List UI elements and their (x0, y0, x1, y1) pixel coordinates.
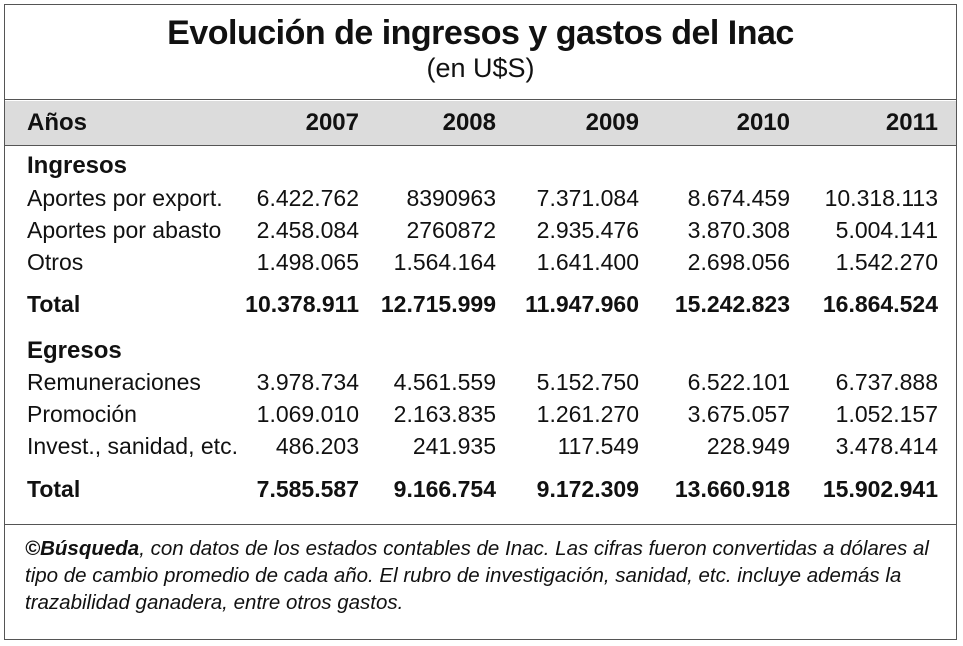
table-cell: 1.261.270 (536, 401, 639, 427)
section-heading-row: Ingresos (5, 151, 956, 181)
total-row-egresos: Total 7.585.587 9.166.754 9.172.309 13.6… (5, 474, 956, 504)
section-heading-row: Egresos (5, 336, 956, 366)
table-cell: 2.458.084 (256, 217, 359, 243)
table-cell: 6.737.888 (835, 369, 938, 395)
header-row: Años 2007 2008 2009 2010 2011 (5, 101, 956, 146)
table-row: Aportes por export. 6.422.762 8390963 7.… (5, 183, 956, 213)
header-year: 2008 (442, 109, 496, 136)
header-year: 2009 (585, 109, 639, 136)
table-row: Invest., sanidad, etc. 486.203 241.935 1… (5, 431, 956, 461)
total-cell: 12.715.999 (380, 291, 496, 317)
table-cell: 4.561.559 (393, 369, 496, 395)
total-label: Total (27, 476, 81, 502)
table-cell: 10.318.113 (824, 185, 938, 211)
table-cell: 5.004.141 (835, 217, 938, 243)
table-cell: 1.498.065 (256, 249, 359, 275)
table-cell: 3.478.414 (835, 433, 938, 459)
total-cell: 11.947.960 (525, 291, 639, 317)
total-label: Total (27, 291, 81, 317)
table-cell: 2.935.476 (536, 217, 639, 243)
table-row: Promoción 1.069.010 2.163.835 1.261.270 … (5, 399, 956, 429)
table-cell: 8.674.459 (687, 185, 790, 211)
section-heading-egresos: Egresos (27, 337, 122, 364)
table-frame: Evolución de ingresos y gastos del Inac … (4, 4, 957, 640)
table-cell: 3.978.734 (256, 369, 359, 395)
table-row: Aportes por abasto 2.458.084 2760872 2.9… (5, 215, 956, 245)
source-note-text: , con datos de los estados contables de … (25, 537, 929, 614)
total-cell: 10.378.911 (245, 291, 359, 317)
header-year: 2007 (305, 109, 359, 136)
table-cell: 117.549 (557, 433, 639, 459)
table-cell: 228.949 (706, 433, 790, 459)
table-cell: 241.935 (412, 433, 496, 459)
row-label: Otros (27, 249, 84, 275)
header-year: 2010 (736, 109, 790, 136)
total-cell: 9.166.754 (393, 476, 496, 502)
total-row-ingresos: Total 10.378.911 12.715.999 11.947.960 1… (5, 289, 956, 319)
table-cell: 3.870.308 (687, 217, 790, 243)
section-heading-ingresos: Ingresos (27, 152, 128, 179)
table-cell: 6.522.101 (687, 369, 790, 395)
table-cell: 1.069.010 (256, 401, 359, 427)
total-cell: 9.172.309 (536, 476, 639, 502)
row-label: Aportes por export. (27, 185, 223, 211)
source-credit: ©Búsqueda (25, 537, 140, 560)
total-cell: 13.660.918 (674, 476, 790, 502)
table-cell: 1.564.164 (393, 249, 496, 275)
table-cell: 486.203 (275, 433, 359, 459)
footer-divider (5, 524, 956, 525)
table-cell: 2.163.835 (393, 401, 496, 427)
total-cell: 7.585.587 (256, 476, 359, 502)
table-cell: 2760872 (406, 217, 496, 243)
page-title: Evolución de ingresos y gastos del Inac (167, 14, 794, 52)
table-cell: 5.152.750 (536, 369, 639, 395)
total-cell: 15.242.823 (674, 291, 790, 317)
table-cell: 1.052.157 (835, 401, 938, 427)
table-cell: 3.675.057 (687, 401, 790, 427)
table-cell: 1.641.400 (536, 249, 639, 275)
header-label: Años (27, 109, 87, 136)
row-label: Remuneraciones (27, 369, 201, 395)
row-label: Invest., sanidad, etc. (27, 433, 238, 459)
row-label: Aportes por abasto (27, 217, 222, 243)
table-cell: 6.422.762 (256, 185, 359, 211)
table-cell: 8390963 (406, 185, 496, 211)
source-note: ©Búsqueda, con datos de los estados cont… (25, 535, 940, 616)
total-cell: 15.902.941 (822, 476, 938, 502)
row-label: Promoción (27, 401, 137, 427)
table-cell: 1.542.270 (835, 249, 938, 275)
table-row: Otros 1.498.065 1.564.164 1.641.400 2.69… (5, 247, 956, 277)
page-subtitle: (en U$S) (426, 53, 535, 83)
header-year: 2011 (885, 109, 938, 136)
title-block: Evolución de ingresos y gastos del Inac … (5, 5, 956, 100)
table-cell: 7.371.084 (536, 185, 639, 211)
total-cell: 16.864.524 (822, 291, 938, 317)
table-row: Remuneraciones 3.978.734 4.561.559 5.152… (5, 367, 956, 397)
table-cell: 2.698.056 (687, 249, 790, 275)
